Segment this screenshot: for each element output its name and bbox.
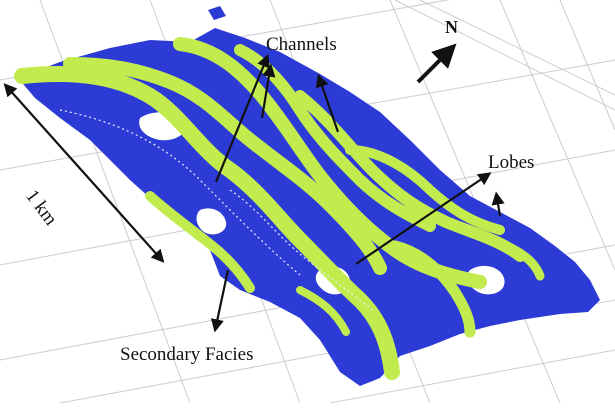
north-label: N	[445, 17, 458, 37]
channels-arrow-1	[214, 53, 270, 183]
lobes-arrow-1	[355, 172, 492, 265]
north-arrow	[416, 43, 457, 84]
lobes-arrow-2	[491, 191, 505, 217]
secondary-facies-arrow	[210, 269, 230, 333]
channels-arrow-3	[315, 73, 340, 133]
secondary-facies-label: Secondary Facies	[120, 344, 254, 365]
channels-label: Channels	[266, 34, 337, 55]
secondary-facies-fragment	[208, 6, 226, 20]
channels-arrow-2	[260, 63, 276, 119]
scale-bar-arrow	[3, 83, 165, 263]
pointer-arrows	[3, 43, 505, 333]
lobes-label: Lobes	[488, 152, 535, 173]
